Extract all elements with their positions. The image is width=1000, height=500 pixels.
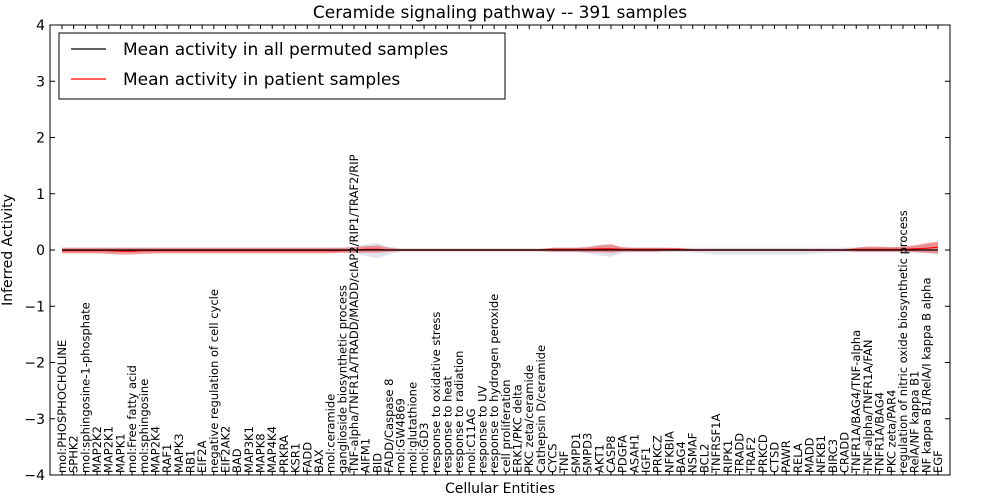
y-tick-label: −2	[24, 356, 45, 372]
y-tick-label: −3	[24, 412, 45, 428]
x-category-label: cell proliferation	[499, 379, 513, 473]
x-category-label: MAP4K4	[265, 426, 279, 473]
x-category-label: RelA/NF kappa B1	[908, 371, 922, 473]
x-category-label: CRADD	[838, 432, 852, 473]
x-category-label: PAWR	[779, 440, 793, 473]
x-category-label: MAP2K1	[102, 426, 116, 473]
x-category-label: mol:sphingosine	[137, 379, 151, 473]
y-axis-title: Inferred Activity	[0, 194, 16, 306]
x-category-label: mol:GD3	[417, 423, 431, 473]
x-category-label: MAP2K2	[90, 426, 104, 473]
y-tick-label: −1	[24, 299, 45, 315]
x-category-label: SMPD1	[569, 433, 583, 473]
x-category-label: EIF2AK2	[219, 426, 233, 473]
x-category-label: NFKB1	[814, 435, 828, 473]
x-category-label: RB1	[184, 450, 198, 473]
x-category-label: response to oxidative stress	[429, 312, 443, 473]
x-category-label: TNFR1A/BAG4	[873, 392, 887, 474]
x-category-label: response to radiation	[452, 351, 466, 473]
x-category-label: PRKRA	[277, 435, 291, 473]
x-category-label: mol:PHOSPHOCHOLINE	[55, 340, 69, 473]
x-category-label: TNF	[557, 451, 571, 474]
x-category-label: FADD/Caspase 8	[382, 379, 396, 473]
x-category-label: PRKCD	[756, 434, 770, 473]
x-category-label: response to UV	[476, 385, 490, 473]
x-category-label: BAG4	[674, 441, 688, 473]
y-tick-label: 0	[36, 243, 45, 259]
x-category-label: AKT1	[592, 444, 606, 473]
x-category-label: negative regulation of cell cycle	[207, 289, 221, 473]
x-category-label: AIFM1	[359, 438, 373, 473]
legend-label-permuted: Mean activity in all permuted samples	[123, 40, 448, 60]
x-category-label: TNFR1A/BAG4/TNF-alpha	[849, 330, 863, 474]
x-category-label: mol:sphingosine-1-phosphate	[78, 302, 92, 473]
x-category-label: mol:GW4869	[394, 398, 408, 473]
x-category-label: SPHK2	[67, 435, 81, 473]
x-category-label: regulation of nitric oxide biosynthetic …	[896, 210, 910, 473]
x-category-label: BID	[370, 453, 384, 473]
y-tick-label: 3	[36, 74, 45, 90]
x-category-label: TNF-alpha/TNFR1A/FAN	[861, 340, 875, 474]
x-category-label: MAPK8	[254, 433, 268, 473]
legend-box	[58, 32, 506, 100]
legend: Mean activity in all permuted samples Me…	[58, 32, 506, 100]
x-category-label: Cathepsin D/ceramide	[534, 345, 548, 473]
x-category-label: response to heat	[440, 376, 454, 473]
x-category-label: IGF1	[639, 447, 653, 473]
x-category-label: FADD	[300, 442, 314, 473]
x-category-label: NF kappa B1/RelA/I kappa B alpha	[919, 277, 933, 473]
patient-spread-band	[62, 241, 938, 255]
x-category-label: TRAF2	[744, 437, 758, 474]
x-category-label: MAP3K1	[242, 426, 256, 473]
x-category-label: SMPD3	[581, 433, 595, 473]
x-category-label: response to hydrogen peroxide	[487, 294, 501, 473]
y-tick-label: 1	[36, 187, 45, 203]
x-category-label: NSMAF	[686, 433, 700, 473]
x-category-label: BCL2	[697, 444, 711, 473]
x-category-label: EIF2A	[195, 440, 209, 473]
x-category-label: PRKCZ	[651, 435, 665, 473]
x-category-label: CYCS	[546, 443, 560, 473]
plot-area: −4−3−2−101234mol:PHOSPHOCHOLINESPHK2mol:…	[24, 18, 951, 484]
x-category-label: PKC zeta/PAR4	[884, 390, 898, 473]
legend-label-patient: Mean activity in patient samples	[123, 70, 400, 90]
x-category-label: PKC zeta/ceramide	[522, 365, 536, 473]
chart-title: Ceramide signaling pathway -- 391 sample…	[313, 3, 687, 23]
x-category-label: BIRC3	[826, 439, 840, 473]
x-category-label: RAF1	[160, 444, 174, 473]
x-category-label: mol:Free fatty acid	[125, 365, 139, 473]
x-category-label: BAX	[312, 449, 326, 473]
x-category-label: TRADD	[732, 433, 746, 474]
x-category-label: TNF-alpha/TNFR1A/TRADD/MADD/cIAP2/RIP1/T…	[347, 154, 361, 474]
y-tick-label: 4	[36, 18, 45, 34]
x-category-label: BAD	[230, 448, 244, 473]
x-category-label: RIPK1	[721, 440, 735, 473]
x-category-label: PDGFA	[616, 435, 630, 473]
x-category-label: mol:ceramide	[324, 394, 338, 473]
x-category-label: KSR1	[289, 443, 303, 473]
x-axis-title: Cellular Entities	[445, 481, 555, 497]
y-tick-label: 2	[36, 131, 45, 147]
x-category-label: CASP8	[604, 436, 618, 473]
x-category-label: ERK1/PKC delta	[511, 384, 525, 473]
x-category-label: MAPK1	[113, 433, 127, 473]
x-category-label: TNFRSF1A	[709, 414, 723, 474]
x-category-label: NFKBIA	[662, 431, 676, 473]
x-category-label: CTSD	[768, 442, 782, 473]
x-category-label: mol:glutathione	[405, 382, 419, 473]
x-category-label: MAPK3	[172, 433, 186, 473]
x-category-label: EGF	[931, 450, 945, 473]
y-tick-label: −4	[24, 468, 45, 484]
x-category-label: RELA	[791, 443, 805, 473]
x-category-label: MAP2K4	[148, 426, 162, 473]
x-category-label: MADD	[803, 437, 817, 473]
x-category-label: ASAH1	[627, 434, 641, 473]
x-category-label: mol:C11AG	[464, 408, 478, 473]
x-category-label: ganglioside biosynthetic process	[335, 285, 349, 473]
